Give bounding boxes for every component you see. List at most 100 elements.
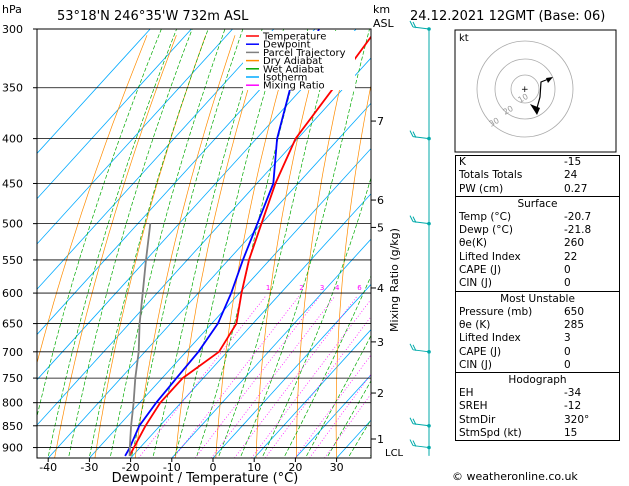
dry-adiabat-line bbox=[94, 35, 207, 458]
wind-barb bbox=[409, 439, 430, 449]
wet-adiabat-line bbox=[306, 334, 371, 457]
axis-labels: 300350400450500550600650700750800850900-… bbox=[2, 23, 384, 474]
index-value: 0 bbox=[564, 264, 571, 277]
temperature-tick-label: 0 bbox=[210, 461, 217, 474]
isotherm-line bbox=[295, 374, 371, 458]
wind-barbs bbox=[409, 20, 431, 456]
index-value: 320° bbox=[564, 413, 590, 426]
sounding-lines bbox=[124, 29, 371, 457]
datetime-title: 24.12.2021 12GMT (Base: 06) bbox=[410, 9, 605, 24]
wind-barb-dot bbox=[427, 136, 431, 141]
index-label: θe(K) bbox=[459, 237, 487, 250]
legend-label: Isotherm bbox=[263, 73, 307, 84]
pressure-tick-label: 350 bbox=[2, 82, 23, 95]
dry-adiabat-line bbox=[215, 35, 295, 458]
isotherm-line bbox=[130, 193, 371, 458]
series-temperature bbox=[128, 35, 371, 457]
hodo-ring-3 bbox=[476, 40, 574, 138]
hodograph: kt 10 20 30 + bbox=[454, 29, 617, 153]
index-value: 285 bbox=[564, 318, 585, 331]
hodograph-trace bbox=[536, 77, 552, 109]
index-value: -20.7 bbox=[564, 210, 592, 223]
height-tick-label: 5 bbox=[377, 221, 384, 234]
surface-section: Surface Temp (°C) -20.7 Dewp (°C) -21.8 θe… bbox=[456, 195, 619, 291]
mixing-ratio-tick-label: 1 bbox=[266, 284, 270, 292]
index-label: PW (cm) bbox=[459, 182, 504, 195]
index-label: EH bbox=[459, 387, 474, 400]
index-row-pw: PW (cm) 0.27 bbox=[456, 183, 619, 196]
pressure-tick-label: 450 bbox=[2, 177, 23, 190]
isotherm-line bbox=[171, 238, 371, 458]
isotherm-line bbox=[89, 147, 371, 458]
dry-adiabat-line bbox=[412, 35, 441, 458]
pressure-tick-label: 400 bbox=[2, 133, 23, 146]
isotherm-line bbox=[212, 283, 371, 458]
legend-label: Dry Adiabat bbox=[263, 56, 322, 67]
surface-row: Lifted Index 22 bbox=[456, 251, 619, 264]
index-label: Dewp (°C) bbox=[459, 224, 513, 237]
pressure-tick-label: 800 bbox=[2, 397, 23, 410]
storm-motion-marker bbox=[530, 104, 540, 115]
most-unstable-section: Most Unstable Pressure (mb) 650 θe (K) 285… bbox=[456, 290, 619, 372]
surface-row: θe(K) 260 bbox=[456, 237, 619, 250]
hodo-ring-label-3: 30 bbox=[488, 116, 501, 129]
dry-adiabat-line bbox=[296, 35, 353, 458]
height-tick-label: 1 bbox=[377, 433, 384, 446]
index-value: 15 bbox=[564, 427, 578, 440]
wind-barb-dot bbox=[427, 350, 431, 354]
index-label: Temp (°C) bbox=[459, 210, 512, 223]
hodo-center-mark: + bbox=[521, 85, 529, 95]
wind-barb-dot bbox=[427, 445, 431, 450]
height-tick-label: 7 bbox=[377, 115, 384, 128]
index-label: CIN (J) bbox=[459, 358, 492, 371]
height-reference: ASL bbox=[373, 17, 395, 30]
index-label: CAPE (J) bbox=[459, 264, 502, 277]
hodo-ring-2 bbox=[494, 58, 556, 120]
index-label: K bbox=[459, 156, 466, 168]
surface-row: Dewp (°C) -21.8 bbox=[456, 224, 619, 237]
series-parcel-trajectory bbox=[128, 223, 152, 456]
legend-label: Parcel Trajectory bbox=[263, 48, 346, 59]
hodograph-title: Hodograph bbox=[508, 374, 567, 387]
index-value: 0.27 bbox=[564, 182, 588, 195]
pressure-tick-label: 650 bbox=[2, 318, 23, 331]
location-title: 53°18'N 246°35'W 732m ASL bbox=[57, 9, 249, 24]
surface-title: Surface bbox=[517, 197, 558, 210]
mixing-ratio-tick-label: 3 bbox=[320, 284, 324, 292]
hodograph-unit: kt bbox=[459, 33, 469, 44]
isotherm-line bbox=[37, 29, 275, 290]
index-value: 22 bbox=[564, 250, 578, 263]
wind-barb bbox=[409, 130, 430, 140]
temperature-tick-label: 30 bbox=[330, 461, 344, 474]
lcl-label: LCL bbox=[385, 448, 404, 459]
legend-label: Mixing Ratio bbox=[263, 81, 325, 92]
index-value: 3 bbox=[564, 332, 571, 345]
index-label: Pressure (mb) bbox=[459, 305, 533, 318]
dry-adiabat-line bbox=[335, 83, 371, 458]
index-label: Lifted Index bbox=[459, 250, 521, 263]
hodo-ring-label-1: 10 bbox=[517, 92, 530, 105]
index-value: -21.8 bbox=[564, 224, 592, 237]
hodo-ring-label-2: 20 bbox=[502, 104, 515, 117]
index-label: SREH bbox=[459, 400, 488, 413]
wind-barb-dot bbox=[427, 27, 431, 31]
wet-adiabat-line bbox=[68, 29, 193, 456]
isotherm-line bbox=[37, 29, 316, 336]
wet-adiabat-line bbox=[196, 29, 309, 457]
wet-adiabat-line bbox=[284, 274, 371, 457]
index-label: Lifted Index bbox=[459, 332, 521, 345]
mixing-ratio-labels: 1 2 3 4 6 bbox=[266, 284, 362, 292]
most-unstable-title: Most Unstable bbox=[500, 292, 575, 305]
pressure-unit: hPa bbox=[2, 3, 22, 16]
pressure-tick-label: 900 bbox=[2, 442, 23, 455]
mixing-ratio-axis-label: Mixing Ratio (g/kg) bbox=[388, 228, 401, 332]
dry-adiabat-line bbox=[54, 35, 177, 458]
temperature-tick-label: -40 bbox=[39, 461, 57, 474]
indices-panel: K -15 Totals Totals 24 PW (cm) 0.27 Surface… bbox=[455, 155, 620, 442]
isotherm-line bbox=[37, 29, 151, 154]
index-label: θe (K) bbox=[459, 318, 491, 331]
pressure-tick-label: 700 bbox=[2, 346, 23, 359]
pressure-tick-label: 600 bbox=[2, 287, 23, 300]
hodo-row: StmDir 320° bbox=[456, 414, 619, 427]
hodograph-arrow bbox=[546, 77, 553, 83]
